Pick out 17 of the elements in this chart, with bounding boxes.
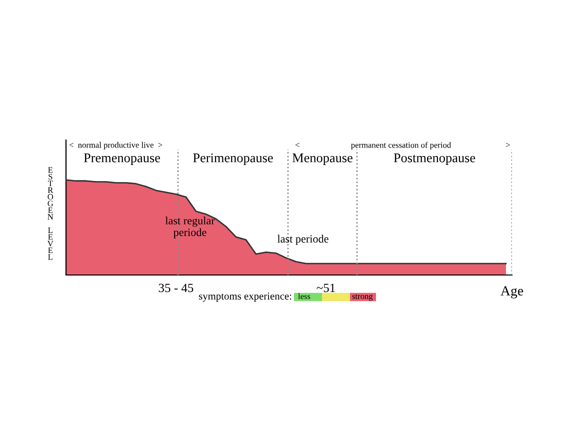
x-tick-label: ~51 — [316, 284, 335, 292]
x-axis-title: Age — [500, 286, 524, 298]
text: Premenopause — [84, 154, 160, 165]
x-tick-label: 35 - 45 — [158, 284, 194, 292]
text: strong — [352, 294, 373, 301]
text: less — [298, 293, 310, 300]
text: ESTROGEN LEVEL — [47, 167, 54, 260]
text: Postmenopause — [394, 154, 476, 165]
text: > — [506, 142, 510, 147]
text: Perimenopause — [193, 153, 273, 165]
text: Menopause — [292, 154, 352, 165]
text: < normal productive live > — [69, 142, 162, 150]
annotation: last periode — [277, 234, 328, 245]
text: permanent cessation of period — [351, 142, 451, 150]
annotation: last regular periode — [165, 216, 215, 238]
text: symptoms experience: — [198, 292, 292, 302]
text: < — [295, 142, 300, 147]
